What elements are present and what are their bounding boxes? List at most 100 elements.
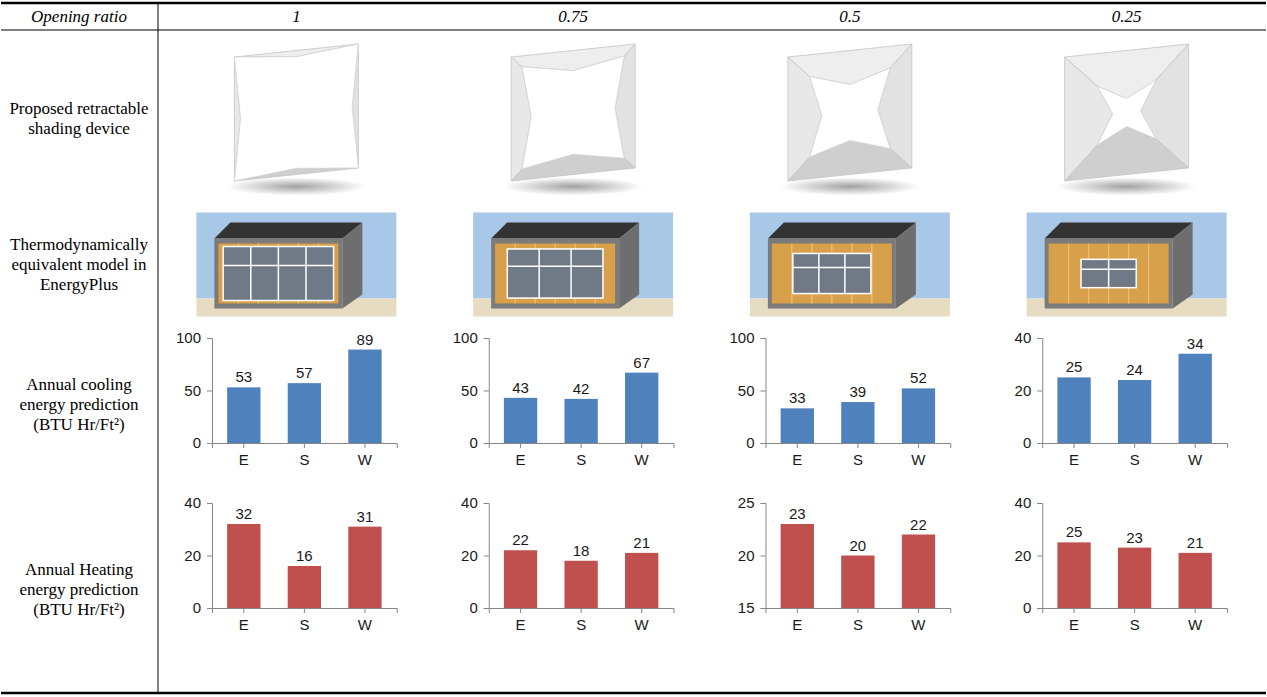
bar <box>564 561 597 608</box>
data-label: 31 <box>357 508 374 525</box>
row-label-line: shading device <box>28 119 130 138</box>
bar <box>1179 354 1212 443</box>
bar <box>902 535 935 609</box>
row-label-line: energy prediction <box>19 580 139 599</box>
roof <box>214 223 362 239</box>
tick-label: 0 <box>469 599 477 616</box>
tick-mark <box>1074 443 1075 448</box>
glazing-frame <box>507 265 603 267</box>
bar <box>504 550 537 608</box>
x-tick: E <box>1069 443 1079 468</box>
glazing-frame <box>1081 268 1136 270</box>
shading-device-illustration <box>780 44 920 196</box>
tick-label: W <box>635 451 650 468</box>
x-tick: S <box>1130 443 1140 468</box>
roof <box>768 223 916 239</box>
tick-label: E <box>792 451 802 468</box>
tick-mark <box>520 443 521 448</box>
energyplus-model-illustration <box>1027 213 1227 317</box>
data-labels: 252434 <box>1066 335 1204 378</box>
front-wall <box>768 239 896 309</box>
glazing-frame <box>305 247 307 301</box>
data-labels: 232022 <box>789 505 927 554</box>
tick-label: 0 <box>746 434 754 451</box>
x-tick: S <box>299 443 309 468</box>
x-axis: ESW <box>1043 608 1228 633</box>
row-unit: (BTU Hr/Ft²) <box>33 415 125 434</box>
x-axis: ESW <box>213 608 398 633</box>
row-label-line: Annual Heating <box>25 560 134 579</box>
device-flap <box>1065 52 1113 181</box>
row-label-line: Annual cooling <box>26 375 132 394</box>
bars <box>504 550 658 608</box>
bar <box>564 399 597 443</box>
tick-label: W <box>1188 616 1203 633</box>
x-tick: W <box>635 443 650 468</box>
tick-mark <box>581 608 582 613</box>
glazing <box>507 249 603 298</box>
tick-label: 100 <box>729 329 754 346</box>
tick-label: 0 <box>1023 434 1031 451</box>
side-wall <box>619 223 639 309</box>
shading-device-illustration <box>503 44 643 196</box>
tick-mark <box>207 443 212 444</box>
row-label-line: energy prediction <box>19 395 139 414</box>
tick-label: 40 <box>1015 329 1032 346</box>
axis-line <box>207 339 213 444</box>
tick-label: 20 <box>1015 382 1032 399</box>
axis-line <box>484 504 490 609</box>
x-axis: ESW <box>766 608 951 633</box>
bars <box>227 350 381 443</box>
tick-mark <box>761 503 766 504</box>
tick-label: W <box>358 451 373 468</box>
data-label: 57 <box>296 364 313 381</box>
glazing-frame <box>278 247 280 301</box>
x-axis: ESW <box>766 443 951 468</box>
column-header: 0.75 <box>558 7 588 26</box>
data-label: 67 <box>633 354 650 371</box>
bar <box>348 350 381 443</box>
x-tick: E <box>516 608 526 633</box>
tick-label: E <box>516 616 526 633</box>
axis-line <box>213 609 398 614</box>
axis-line <box>1043 609 1228 614</box>
tick-label: W <box>1188 451 1203 468</box>
x-tick: W <box>1188 443 1203 468</box>
x-tick: S <box>853 608 863 633</box>
tick-mark <box>1037 556 1042 557</box>
tick-label: 100 <box>176 329 201 346</box>
tick-label: W <box>911 616 926 633</box>
tick-label: 20 <box>1015 547 1032 564</box>
device-panel <box>511 44 635 181</box>
axis-line <box>1037 504 1043 609</box>
y-tick: 0 <box>469 434 488 451</box>
tick-mark <box>484 556 489 557</box>
tick-label: S <box>299 451 309 468</box>
tick-mark <box>207 503 212 504</box>
tick-mark <box>207 338 212 339</box>
facade-mullion <box>278 244 279 304</box>
tick-mark <box>1195 608 1196 613</box>
energyplus-model-illustration <box>750 213 950 317</box>
tick-mark <box>581 443 582 448</box>
x-axis: ESW <box>489 443 674 468</box>
tick-label: S <box>299 616 309 633</box>
data-label: 34 <box>1187 335 1204 352</box>
figure-canvas: Opening ratio10.750.50.25Proposed retrac… <box>0 0 1267 697</box>
tick-label: 20 <box>184 547 201 564</box>
axis-line <box>766 609 951 614</box>
header-label: Opening ratio <box>31 7 127 26</box>
tick-label: 50 <box>461 382 478 399</box>
y-tick: 0 <box>193 599 212 616</box>
tick-mark <box>1195 443 1196 448</box>
glazing-frame <box>250 247 252 301</box>
data-labels: 221821 <box>512 531 650 559</box>
facade-panel <box>495 244 615 304</box>
x-tick: E <box>792 443 802 468</box>
table-rules <box>1 3 1266 693</box>
tick-label: W <box>358 616 373 633</box>
tick-mark <box>761 556 766 557</box>
facade-panel <box>772 244 892 304</box>
bar <box>1118 548 1151 608</box>
shading-device-illustration <box>1057 44 1197 196</box>
